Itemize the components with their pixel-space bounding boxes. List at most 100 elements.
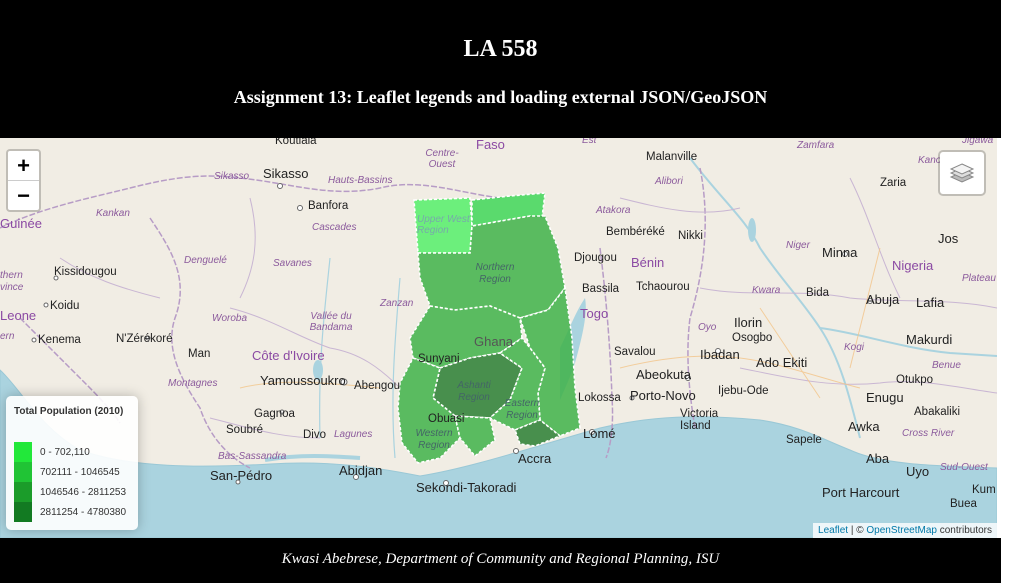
label-obuasi: Obuasi	[428, 413, 465, 425]
river-bandama	[319, 257, 331, 439]
label-enugu: Enugu	[866, 390, 904, 405]
label-est: Est	[582, 138, 597, 146]
label-ibadan: Ibadan	[700, 347, 740, 362]
map-legend: Total Population (2010) 0 - 702,110 7021…	[6, 396, 138, 530]
label-sud-ouest: Sud-Ouest	[940, 462, 988, 473]
page-subtitle: Assignment 13: Leaflet legends and loadi…	[233, 87, 768, 107]
map-attribution: Leaflet | © OpenStreetMap contributors	[813, 523, 997, 538]
label-zanzan: Zanzan	[380, 298, 414, 309]
label-makurdi: Makurdi	[906, 332, 953, 347]
attribution-separator: | ©	[848, 525, 867, 536]
label-plateau: Plateau	[962, 273, 996, 284]
legend-title: Total Population (2010)	[14, 406, 124, 417]
label-jos: Jos	[938, 231, 959, 246]
label-nigeria: Nigeria	[892, 258, 934, 273]
label-vallee-du-bandama: Vallée du Bandama	[309, 311, 353, 333]
label-eastern-province: ern	[0, 331, 15, 342]
label-zaria: Zaria	[880, 177, 907, 189]
legend-swatch	[14, 462, 32, 482]
label-cascades: Cascades	[312, 222, 357, 233]
city-dots	[31, 183, 873, 486]
label-hauts-bassins: Hauts-Bassins	[328, 175, 393, 186]
label-ijebu-ode: Ijebu-Ode	[718, 385, 769, 397]
label-sapele: Sapele	[786, 434, 822, 446]
label-ghana: Ghana	[474, 334, 514, 349]
zoom-out-button[interactable]: −	[8, 180, 39, 210]
label-nzerekore: N'Zérékoré	[116, 333, 173, 345]
label-sikasso: Sikasso	[263, 166, 309, 181]
label-benin: Bénin	[631, 255, 665, 270]
label-gagnoa: Gagnoa	[254, 408, 295, 420]
label-sunyani: Sunyani	[418, 353, 460, 365]
label-kum: Kum	[972, 484, 996, 496]
country-borders	[0, 167, 706, 469]
legend-item: 0 - 702,110	[14, 442, 90, 462]
label-koutiala: Koutiala	[275, 138, 317, 147]
label-lagunes: Lagunes	[334, 429, 373, 440]
river-niger	[689, 157, 861, 439]
label-abuja: Abuja	[866, 292, 900, 307]
zoom-in-button[interactable]: +	[17, 153, 30, 178]
label-woroba: Woroba	[212, 313, 248, 324]
label-port-harcourt: Port Harcourt	[822, 485, 900, 500]
label-savalou: Savalou	[614, 346, 656, 358]
label-sikasso-region: Sikasso	[214, 171, 250, 182]
label-oyo: Oyo	[698, 322, 717, 333]
label-kankan: Kankan	[96, 208, 130, 219]
region-western	[397, 357, 461, 464]
label-bembereke: Bembéréké	[606, 226, 665, 238]
region-upper-east	[471, 192, 546, 227]
label-ashanti-region: Ashanti Region	[457, 380, 491, 403]
zoom-control: + −	[6, 149, 41, 212]
label-northern-region: Northern Region	[475, 262, 515, 285]
label-banfora: Banfora	[308, 200, 349, 212]
region-brong-ahafo	[409, 305, 523, 369]
label-abakaliki: Abakaliki	[914, 406, 961, 418]
region-central	[453, 415, 496, 458]
label-lokossa: Lokossa	[578, 392, 621, 404]
label-lafia: Lafia	[916, 295, 945, 310]
label-abidjan: Abidjan	[339, 463, 383, 478]
leaflet-map[interactable]: Koutiala Sikasso Banfora Kissidougou Koi…	[0, 138, 997, 538]
label-buea: Buea	[950, 498, 977, 510]
openstreetmap-link[interactable]: OpenStreetMap	[866, 525, 937, 536]
label-faso: Fas⁠o	[476, 138, 505, 152]
label-divo: Divo	[303, 429, 327, 441]
label-kenema: Kenema	[38, 334, 81, 346]
label-upper-west-region: Upper West Region	[417, 214, 470, 236]
label-yamoussoukro: Yamoussoukro	[260, 373, 346, 388]
label-porto-novo: Porto-Novo	[630, 388, 696, 403]
page-header: LA 558 Assignment 13: Leaflet legends an…	[0, 0, 1001, 138]
page-footer: Kwasi Abebrese, Department of Community …	[0, 538, 1001, 583]
label-savanes: Savanes	[273, 258, 312, 269]
layers-icon	[949, 163, 975, 183]
label-ilorin: Ilorin	[734, 315, 763, 330]
legend-swatch	[14, 482, 32, 502]
label-koidu: Koidu	[50, 300, 80, 312]
label-malanville: Malanville	[646, 151, 698, 163]
label-northern-province: thern vince	[0, 270, 24, 293]
label-montagnes: Montagnes	[168, 378, 218, 389]
river-comoe	[392, 277, 401, 459]
label-alibori: Alibori	[655, 176, 683, 187]
label-awka: Awka	[848, 419, 880, 434]
label-kissidougou: Kissidougou	[54, 266, 117, 278]
layers-control-button[interactable]	[938, 150, 986, 196]
label-cote-divoire: Côte d'Ivoire	[252, 348, 325, 363]
label-atakora: Atakora	[596, 205, 631, 216]
label-ado-ekiti: Ado Ekiti	[756, 355, 808, 370]
label-minna: Minna	[822, 245, 858, 260]
label-bas-sassandra: Bas-Sassandra	[218, 451, 287, 462]
label-uyo: Uyo	[906, 464, 930, 479]
admin-borders	[59, 177, 997, 439]
label-abeokuta: Abeokuta	[636, 367, 691, 382]
label-bassila: Bassila	[582, 283, 620, 295]
leaflet-link[interactable]: Leaflet	[818, 525, 849, 536]
basemap-tiles	[0, 157, 997, 538]
label-benue: Benue	[932, 360, 961, 371]
river-benue	[819, 327, 997, 357]
ghana-regions	[397, 192, 581, 464]
label-sekondi-takoradi: Sekondi-Takoradi	[416, 480, 517, 495]
legend-label: 0 - 702,110	[40, 446, 90, 458]
legend-item: 2811254 - 4780380	[14, 502, 126, 522]
